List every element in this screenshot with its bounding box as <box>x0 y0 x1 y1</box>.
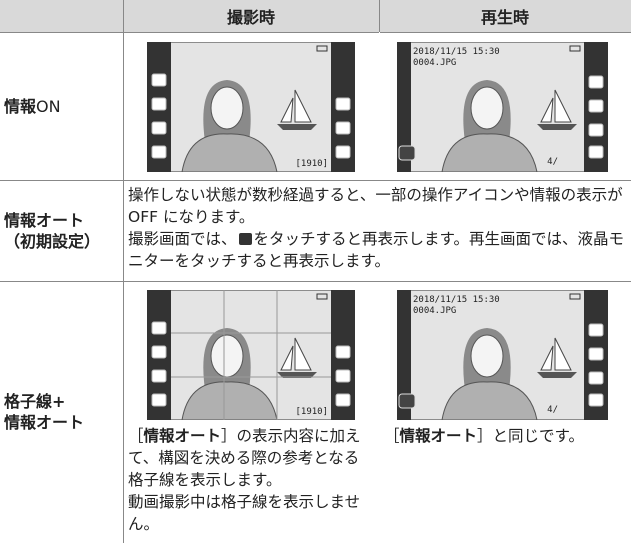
rule <box>379 0 380 180</box>
rule <box>0 32 631 33</box>
label-text: 情報オート <box>4 413 85 432</box>
body <box>181 381 278 420</box>
shot-counter: [1910] <box>295 407 328 417</box>
side-icon <box>335 121 351 135</box>
paragraph: ［情報オート］の表示内容に加えて、構図を決める際の参考となる格子線を表示します。 <box>128 425 373 491</box>
side-icon <box>335 345 351 359</box>
side-icon <box>151 345 167 359</box>
side-icon <box>588 145 604 159</box>
rule <box>0 281 631 282</box>
side-icon <box>335 145 351 159</box>
left-bar <box>397 290 411 420</box>
frame-number: 4/ <box>547 405 558 415</box>
side-icon <box>588 371 604 385</box>
header-blank <box>0 0 123 32</box>
row-label: 情報ON <box>0 32 123 180</box>
text: ［ <box>128 427 144 445</box>
note: ［情報オート］と同じです。 <box>384 425 629 447</box>
label-text: 情報オート <box>4 210 85 230</box>
side-icon <box>588 323 604 337</box>
shot-counter: [1910] <box>295 159 328 169</box>
boat <box>277 124 317 130</box>
row-label: 格子線+ 情報オート <box>0 281 123 543</box>
side-icon <box>151 121 167 135</box>
face <box>210 334 244 378</box>
row-label: 情報オート （初期設定） <box>0 180 123 281</box>
text: ］の表示内容に加えて、構図を決める際の参考となる格子線を表示します。 <box>128 427 361 489</box>
rule <box>0 180 631 181</box>
rule <box>379 0 380 32</box>
text: 情報オート <box>399 427 478 445</box>
battery <box>316 293 328 300</box>
text: 情報オート <box>143 427 222 445</box>
body <box>441 133 538 172</box>
side-icon <box>151 321 167 335</box>
date: 2018/11/15 15:30 <box>413 47 500 57</box>
label-line: 情報ON <box>4 96 123 117</box>
label-text: ON <box>36 96 61 116</box>
shoot-screen: [1910] <box>147 290 355 420</box>
rule <box>123 0 124 543</box>
paragraph: 動画撮影中は格子線を表示しません。 <box>128 493 361 533</box>
battery <box>569 45 581 52</box>
face <box>470 86 504 130</box>
frame-number: 4/ <box>547 157 558 167</box>
boat <box>537 372 577 378</box>
side-icon <box>151 369 167 383</box>
side-icon <box>151 145 167 159</box>
paragraph: 操作しない状態が数秒経過すると、一部の操作アイコンや情報の表示がOFF になりま… <box>128 186 623 226</box>
sail <box>280 89 312 123</box>
body <box>441 381 538 420</box>
file-name: 0004.JPG <box>413 306 456 316</box>
label-text: 情報 <box>4 96 37 116</box>
face <box>210 86 244 130</box>
face <box>470 334 504 378</box>
side-icon <box>588 75 604 89</box>
sail <box>540 337 572 371</box>
file-name: 0004.JPG <box>413 58 456 68</box>
left-bar <box>397 42 411 172</box>
sail <box>280 337 312 371</box>
menu-button <box>398 393 416 409</box>
header-cell: 再生時 <box>379 0 631 32</box>
disp-icon <box>238 233 252 245</box>
side-icon <box>151 73 167 87</box>
side-icon <box>588 99 604 113</box>
side-icon <box>588 393 604 407</box>
side-icon <box>151 393 167 407</box>
shoot-screen: [1910] <box>147 42 355 172</box>
label-text: 格子線+ <box>4 392 66 411</box>
date: 2018/11/15 15:30 <box>413 295 500 305</box>
side-icon <box>335 369 351 383</box>
label-text: （初期設定） <box>4 231 101 251</box>
paragraph: 撮影画面では、 をタッチすると再表示します。再生画面では、液晶モニターをタッチする… <box>128 228 628 272</box>
text: ］と同じです。 <box>477 427 584 445</box>
sail <box>540 89 572 123</box>
note: ［情報オート］の表示内容に加えて、構図を決める際の参考となる格子線を表示します。… <box>128 425 373 535</box>
header-cell: 撮影時 <box>123 0 379 32</box>
side-icon <box>588 123 604 137</box>
boat <box>537 124 577 130</box>
side-icon <box>335 393 351 407</box>
body <box>181 133 278 172</box>
menu-button <box>398 145 416 161</box>
side-icon <box>335 97 351 111</box>
side-icon <box>151 97 167 111</box>
text: 撮影画面では、 <box>128 230 237 248</box>
battery <box>569 293 581 300</box>
side-icon <box>588 347 604 361</box>
battery <box>316 45 328 52</box>
description: 操作しない状態が数秒経過すると、一部の操作アイコンや情報の表示がOFF になりま… <box>128 184 628 272</box>
text: をタッチすると再表示します。再生画面では、液晶モニターをタッチすると再表示します… <box>128 230 624 270</box>
text: ［ <box>384 427 400 445</box>
